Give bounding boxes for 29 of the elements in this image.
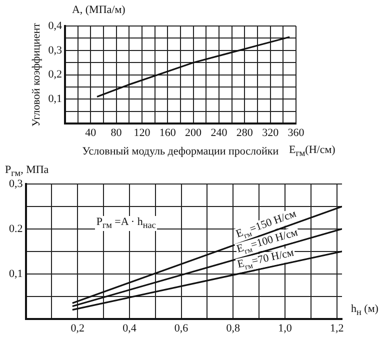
x-tick-label: 80 — [110, 127, 122, 140]
y-axis-title: Угловой коэффициент — [30, 22, 42, 127]
x-tick-label: 0,6 — [174, 322, 189, 334]
y-tick-label: 0.2 — [9, 222, 23, 235]
x-tick-label: 280 — [236, 127, 254, 140]
y-tick-label: 0,1 — [48, 93, 62, 106]
x-axis-title: h$_{н}$ (м) — [350, 302, 380, 318]
x-tick-label: 240 — [210, 127, 228, 140]
x-tick-label: 1,2 — [330, 322, 344, 334]
x-axis-title: Условный модуль деформации прослойки — [82, 145, 279, 158]
y-axis-title: P$_{гм}$, МПа — [4, 164, 50, 178]
x-tick-label: 360 — [288, 127, 305, 140]
x-tick-label: 320 — [262, 127, 280, 140]
y-tick-label: 0,2 — [48, 68, 62, 81]
x-tick-label: 0,4 — [122, 322, 137, 334]
annotation: P$_{гм}$ =A · h$_{нас}$ — [95, 216, 157, 231]
x-tick-label: 40 — [85, 127, 97, 140]
x-tick-label: 0,2 — [70, 322, 84, 334]
y-tick-label: 0,1 — [9, 268, 23, 280]
y-tick-label: 0,3 — [48, 44, 62, 56]
y-tick-label: 0,3 — [9, 178, 24, 190]
x-tick-label: 1,0 — [278, 322, 292, 334]
text: A, (МПа/м) — [70, 4, 126, 16]
y-tick-label: 0,4 — [48, 20, 62, 32]
x-tick-label: 160 — [159, 127, 176, 140]
x-tick-label: 200 — [185, 127, 202, 140]
x-tick-label: 0,8 — [226, 322, 240, 334]
x-tick-label: 120 — [134, 127, 151, 140]
text: E$_{гм}$(Н/см) — [288, 144, 336, 158]
